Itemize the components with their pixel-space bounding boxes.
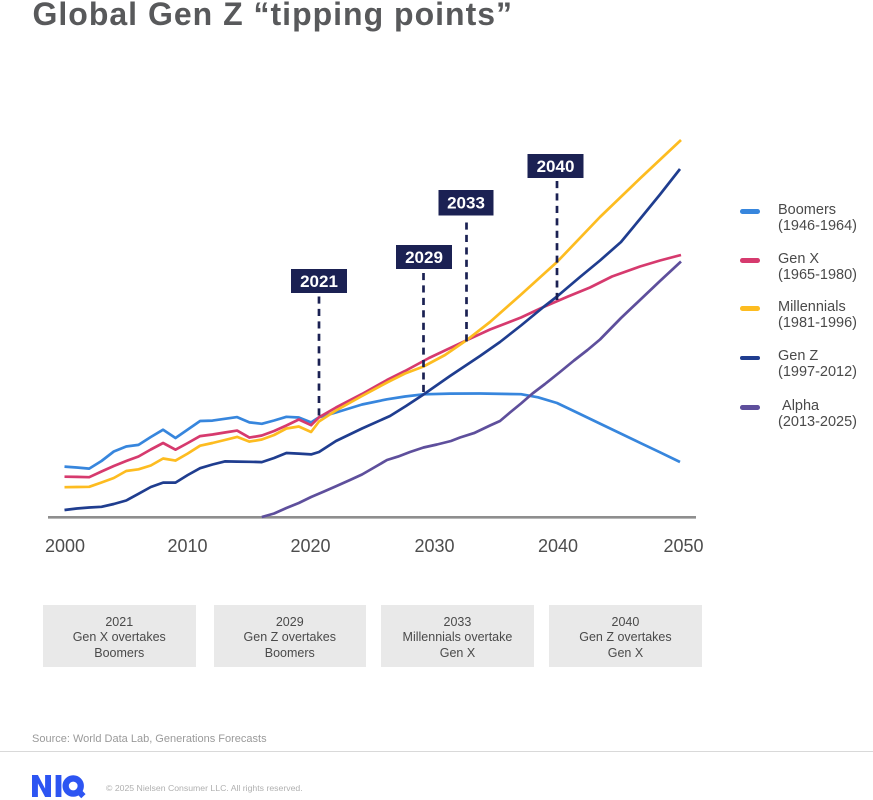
svg-text:2040: 2040 [537,157,575,176]
svg-text:2021: 2021 [300,272,338,291]
svg-text:2033: 2033 [447,194,485,213]
svg-text:2029: 2029 [405,248,443,267]
